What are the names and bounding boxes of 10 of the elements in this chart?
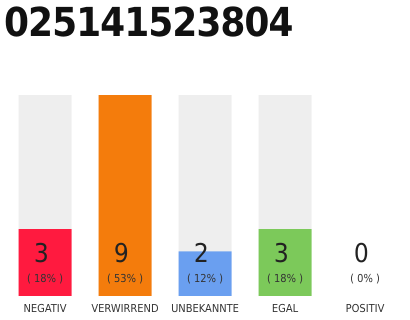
- x-tick-label: NEGATIV: [24, 302, 67, 315]
- x-tick-label: EGAL: [272, 302, 299, 315]
- data-label: 0 ( 0% ): [350, 239, 380, 285]
- data-label: 9 ( 53% ): [106, 239, 144, 285]
- x-tick-label: UNBEKANNTE: [171, 302, 239, 315]
- x-tick-label: VERWIRREND: [91, 302, 159, 315]
- x-tick-label: POSITIV: [346, 302, 385, 315]
- chart-title: 025141523804: [4, 0, 292, 46]
- data-label: 3 ( 18% ): [26, 239, 64, 285]
- data-label: 3 ( 18% ): [266, 239, 304, 285]
